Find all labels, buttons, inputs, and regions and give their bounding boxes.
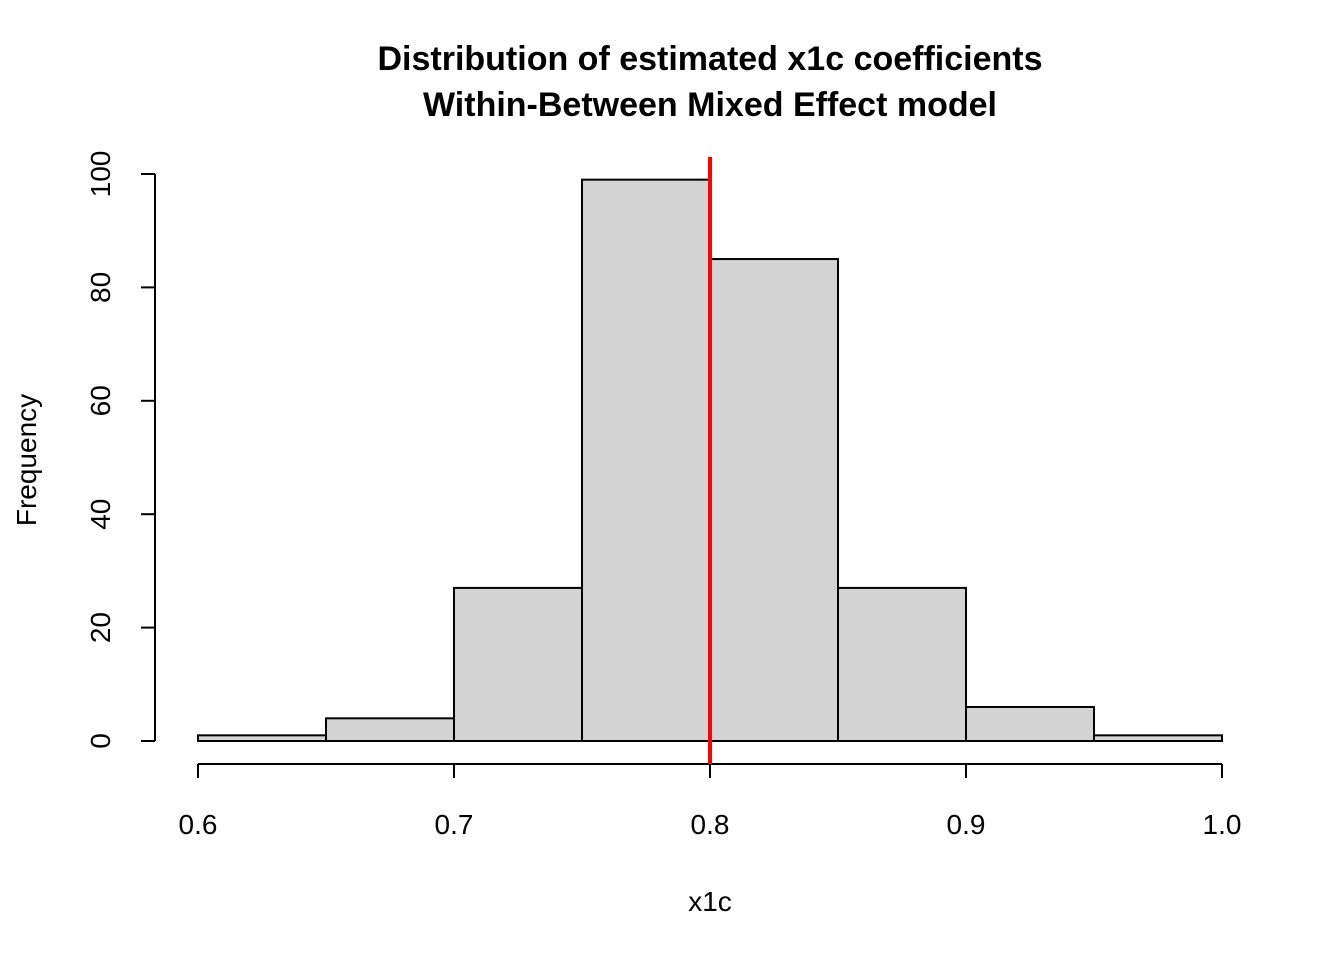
chart-title: Distribution of estimated x1c coefficien… xyxy=(377,40,1042,78)
x-axis: 0.6 0.7 0.8 0.9 1.0 xyxy=(179,763,1242,840)
y-axis: 0 20 40 60 80 100 xyxy=(85,151,156,749)
histogram-bar xyxy=(197,734,327,743)
histogram-bar xyxy=(581,178,711,743)
y-tick-label: 100 xyxy=(85,151,116,198)
chart-subtitle: Within-Between Mixed Effect model xyxy=(423,86,997,124)
x-tick-label: 0.9 xyxy=(947,809,986,840)
y-tick-label: 20 xyxy=(85,612,116,643)
x-tick-label: 1.0 xyxy=(1203,809,1242,840)
histogram-bar xyxy=(1093,734,1223,743)
x-axis-label: x1c xyxy=(688,886,732,917)
bars xyxy=(197,178,1223,743)
y-tick-label: 80 xyxy=(85,272,116,303)
x-tick-label: 0.7 xyxy=(435,809,474,840)
y-tick-label: 60 xyxy=(85,385,116,416)
histogram-bar xyxy=(837,586,967,742)
histogram-bar xyxy=(453,586,583,742)
y-tick-label: 40 xyxy=(85,499,116,530)
x-tick-label: 0.8 xyxy=(691,809,730,840)
histogram-bar xyxy=(709,258,839,742)
histogram-bar xyxy=(965,705,1095,742)
y-axis-label: Frequency xyxy=(11,394,42,526)
histogram-bar xyxy=(325,717,455,743)
x-tick-label: 0.6 xyxy=(179,809,218,840)
y-tick-label: 0 xyxy=(85,733,116,749)
